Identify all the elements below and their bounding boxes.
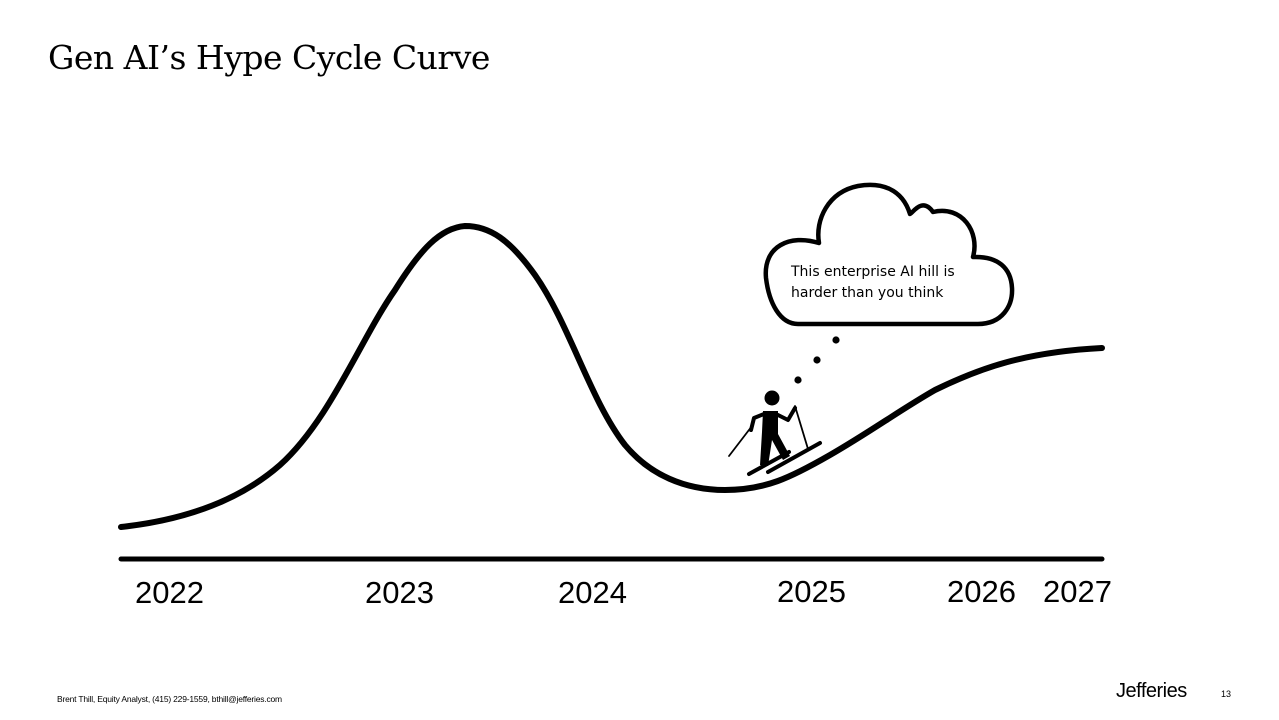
thought-dot bbox=[794, 376, 802, 384]
year-label-2026: 2026 bbox=[947, 574, 1016, 609]
slide-title: Gen AI’s Hype Cycle Curve bbox=[48, 38, 490, 77]
year-label-2022: 2022 bbox=[135, 575, 204, 610]
year-label-2024: 2024 bbox=[558, 575, 627, 610]
year-label-2023: 2023 bbox=[365, 575, 434, 610]
callout-text-line1: This enterprise AI hill is bbox=[790, 264, 955, 280]
page-number: 13 bbox=[1221, 689, 1232, 699]
callout-text-line2: harder than you think bbox=[791, 285, 944, 301]
year-label-2025: 2025 bbox=[777, 574, 846, 609]
hype-cycle-curve bbox=[118, 223, 1105, 530]
year-label-2027: 2027 bbox=[1043, 574, 1112, 609]
thought-dot bbox=[813, 356, 821, 364]
skier-icon bbox=[728, 390, 822, 476]
thought-dot bbox=[832, 336, 840, 344]
thought-cloud bbox=[763, 182, 1015, 327]
analyst-credit: Brent Thill, Equity Analyst, (415) 229-1… bbox=[57, 694, 282, 704]
jefferies-logo: Jefferies bbox=[1116, 680, 1187, 702]
